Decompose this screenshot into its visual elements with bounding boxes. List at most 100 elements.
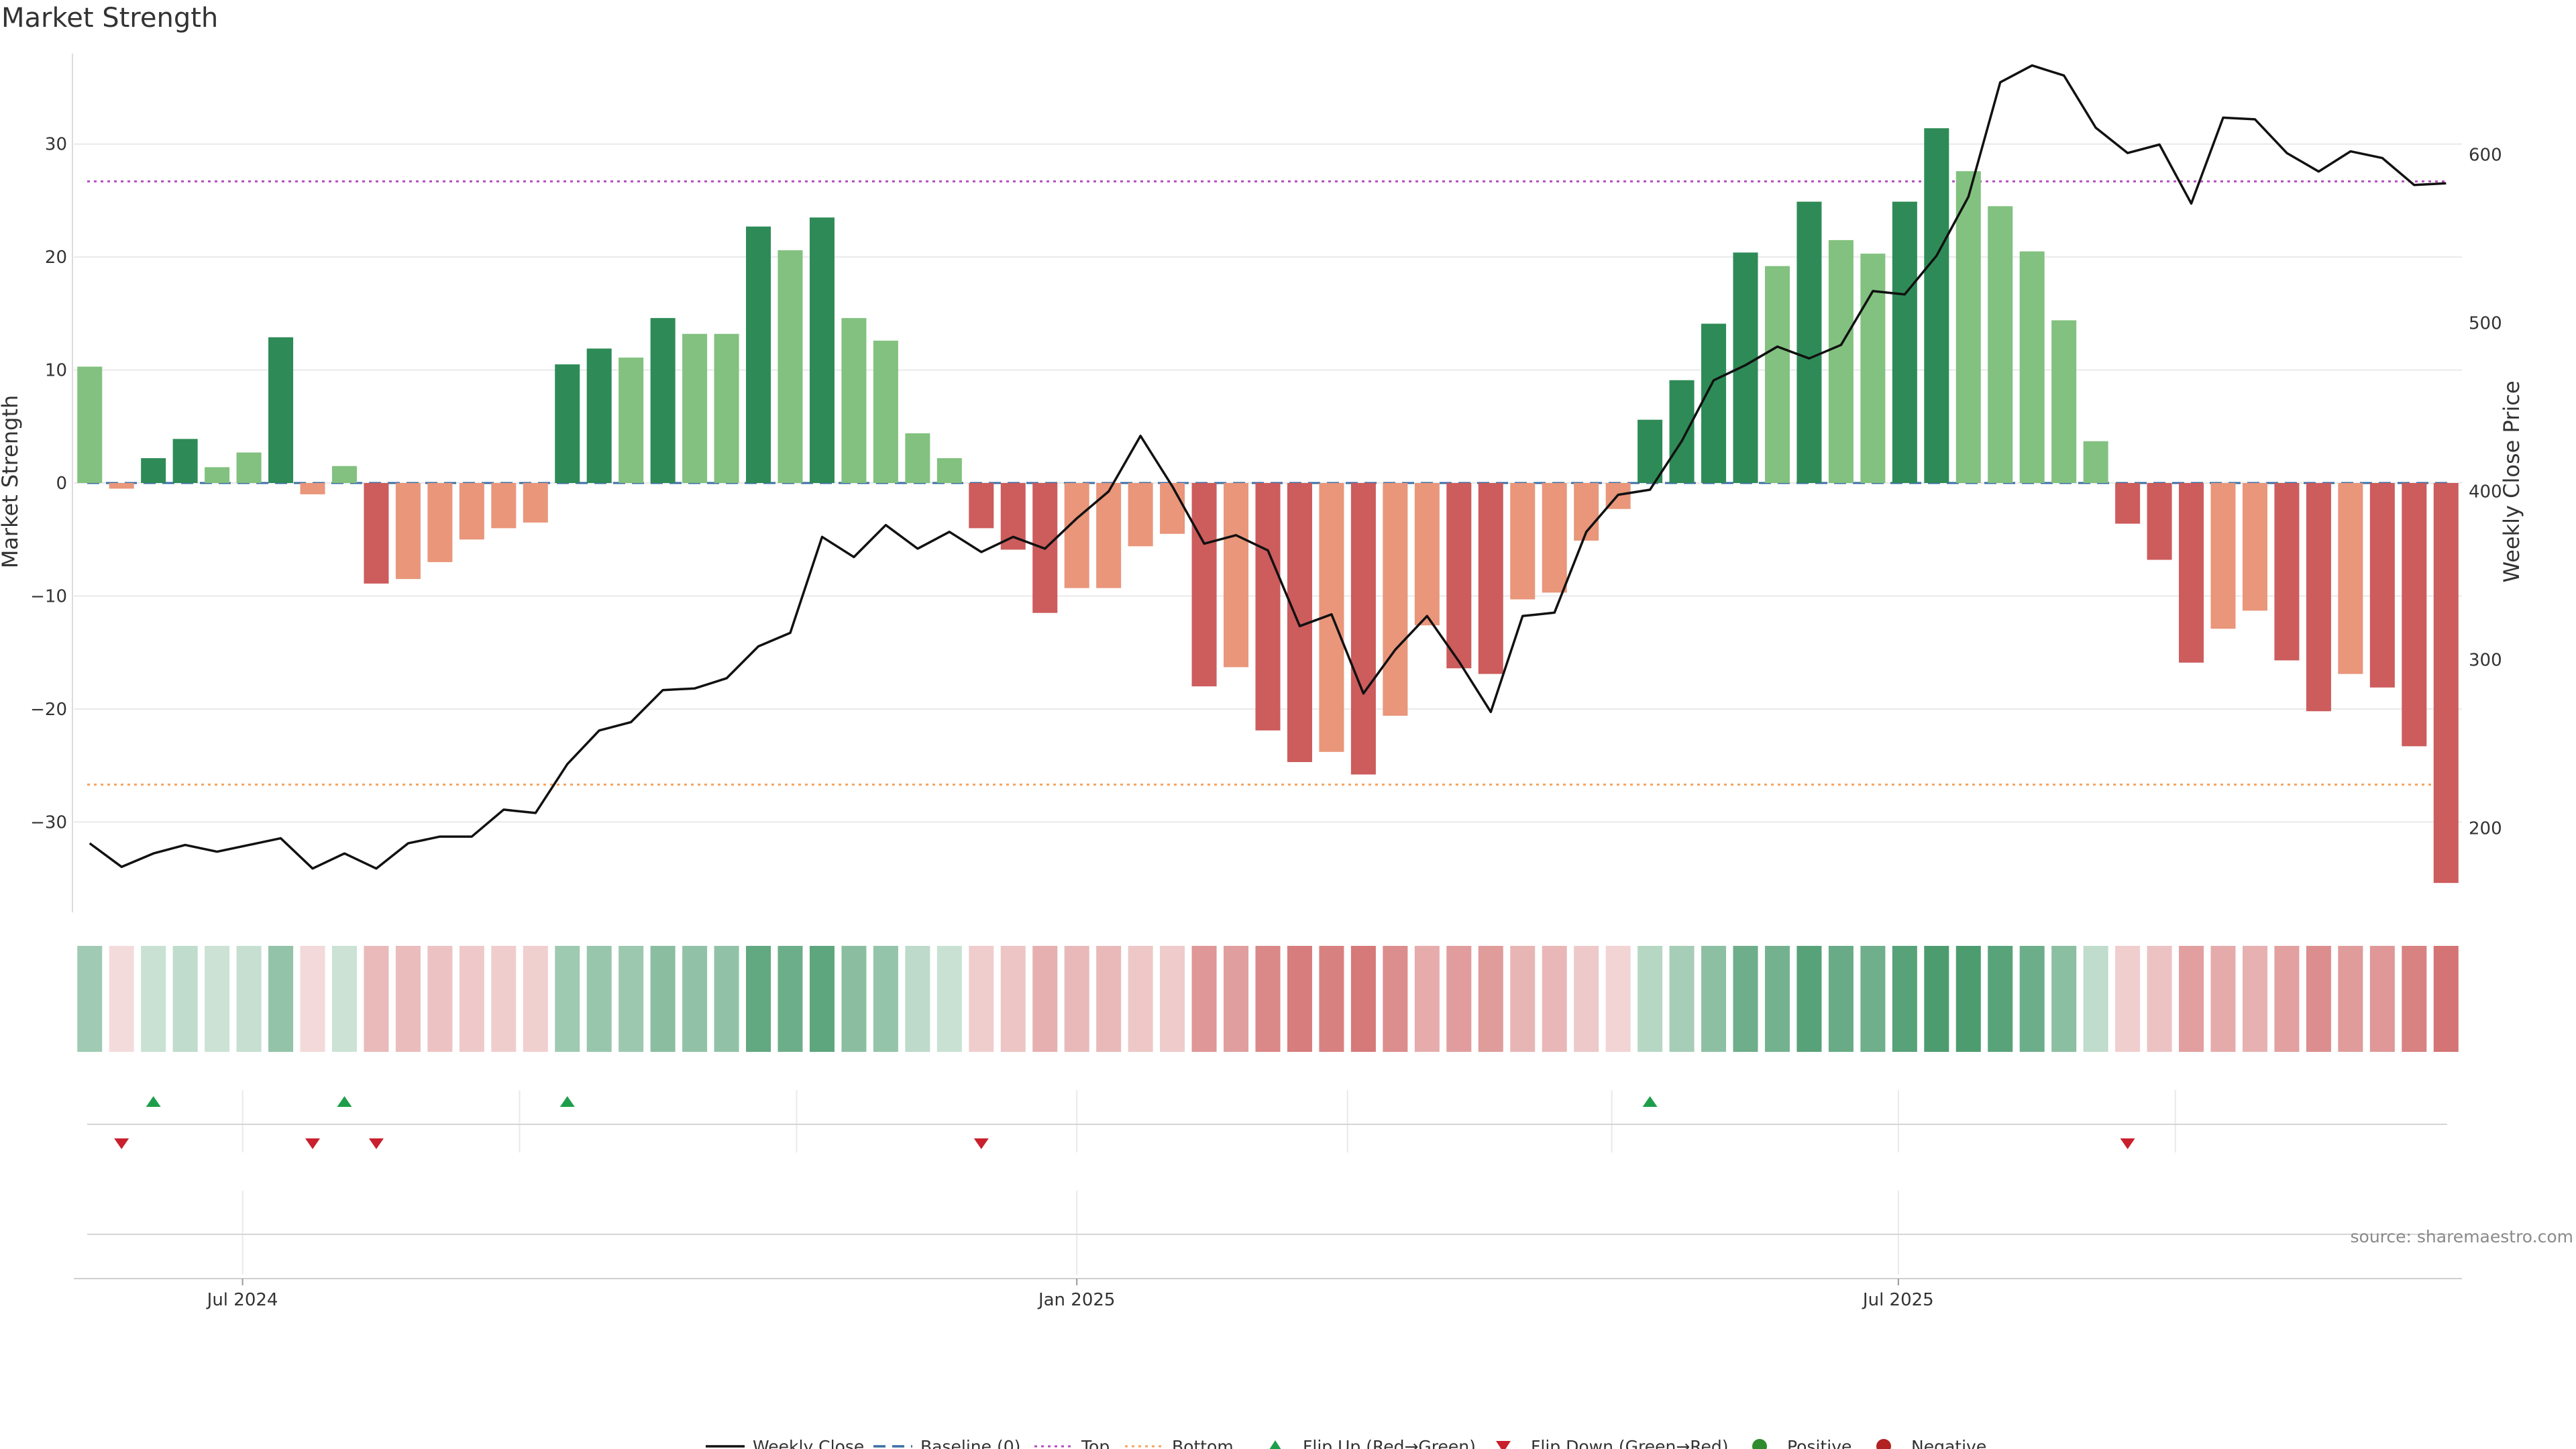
heat-strip-cell xyxy=(1224,946,1249,1052)
heat-strip-cell xyxy=(2274,946,2300,1052)
strength-bar xyxy=(1414,483,1440,626)
flip-down-marker xyxy=(114,1138,129,1149)
heat-strip-cell xyxy=(77,946,103,1052)
right-tick-label: 200 xyxy=(2469,819,2502,839)
strength-bar xyxy=(331,466,357,483)
strength-bar xyxy=(2083,441,2108,483)
heat-strip-cell xyxy=(1605,946,1631,1052)
heat-strip-cell xyxy=(1638,946,1663,1052)
strength-bar xyxy=(682,333,708,483)
heat-strip-cell xyxy=(268,946,294,1052)
strength-bar xyxy=(936,458,962,483)
heat-strip-cell xyxy=(1446,946,1472,1052)
strength-bar xyxy=(1638,419,1663,483)
heat-strip-cell xyxy=(1924,946,1949,1052)
strength-bar xyxy=(300,483,325,494)
strength-bar xyxy=(1224,483,1249,667)
strength-bar xyxy=(1988,206,2013,483)
flip-down-marker xyxy=(973,1138,989,1149)
strength-bar xyxy=(650,318,676,483)
strength-bar xyxy=(172,439,198,483)
heat-strip-cell xyxy=(364,946,389,1052)
left-tick-label: −30 xyxy=(30,812,67,833)
heat-strip-cell xyxy=(1542,946,1567,1052)
left-axis-title: Market Strength xyxy=(0,395,23,569)
price-line-layer xyxy=(89,64,2447,870)
strength-bar xyxy=(1542,483,1567,593)
strength-bar xyxy=(2051,320,2077,483)
legend-flip-down-icon xyxy=(1496,1441,1511,1449)
strength-bar xyxy=(1892,201,1917,483)
heat-strip-cell xyxy=(1669,946,1695,1052)
left-tick-label: −20 xyxy=(30,700,67,720)
strength-bar xyxy=(141,458,166,483)
right-tick-label: 600 xyxy=(2469,146,2502,166)
strength-bar xyxy=(1446,483,1472,669)
heat-strip-cell xyxy=(2306,946,2331,1052)
strength-bar xyxy=(1733,252,1758,483)
x-tick-label: Jul 2024 xyxy=(206,1290,278,1310)
strength-bar xyxy=(1924,128,1949,483)
heat-strip-cell xyxy=(141,946,166,1052)
heat-strip-cell xyxy=(809,946,835,1052)
heat-strip-cell xyxy=(1383,946,1408,1052)
heat-strip-cell xyxy=(746,946,771,1052)
heat-strip-cell xyxy=(395,946,421,1052)
heat-strip-cell xyxy=(1160,946,1185,1052)
strength-bar xyxy=(746,226,771,483)
flip-down-marker xyxy=(2120,1138,2135,1149)
flip-down-marker xyxy=(368,1138,384,1149)
flip-markers-panel xyxy=(87,1090,2447,1152)
heat-strip-cell xyxy=(1255,946,1281,1052)
heat-strip-cell xyxy=(2179,946,2204,1052)
heat-strip-cell xyxy=(650,946,676,1052)
strength-bar xyxy=(1701,323,1727,483)
legend-negative-icon xyxy=(1876,1439,1891,1449)
legend-label: Flip Down (Green→Red) xyxy=(1531,1437,1729,1449)
heat-strip-cell xyxy=(619,946,644,1052)
heat-strip-cell xyxy=(1096,946,1122,1052)
flip-up-marker xyxy=(1642,1096,1658,1107)
strength-bar xyxy=(459,483,484,540)
heat-strip-cell xyxy=(1828,946,1854,1052)
heat-strip-cell xyxy=(1414,946,1440,1052)
strength-bar xyxy=(1669,380,1695,483)
legend-label: Positive xyxy=(1787,1437,1851,1449)
heat-strip-cell xyxy=(2019,946,2045,1052)
legend: Weekly Close Baseline (0) Top Bottom Flip Up… xyxy=(706,1437,1986,1449)
strength-bar xyxy=(1764,266,1790,483)
heat-strip-cell xyxy=(331,946,357,1052)
strength-bar xyxy=(1796,201,1822,483)
left-tick-label: −10 xyxy=(30,586,67,606)
heat-strip-cell xyxy=(1128,946,1153,1052)
heat-strip-cell xyxy=(205,946,230,1052)
strength-bar xyxy=(2433,483,2459,883)
strength-bar xyxy=(2306,483,2331,712)
strength-bar xyxy=(427,483,453,562)
heat-strip-cell xyxy=(459,946,484,1052)
strength-bar xyxy=(395,483,421,580)
heat-strip-cell xyxy=(1032,946,1058,1052)
strength-bar xyxy=(969,483,994,529)
heat-strip-cell xyxy=(1796,946,1822,1052)
strength-bar xyxy=(1955,171,1981,483)
x-tick-label: Jan 2025 xyxy=(1037,1290,1116,1310)
strength-bar xyxy=(491,483,517,529)
strength-bar xyxy=(2179,483,2204,663)
strength-bar xyxy=(1828,239,1854,483)
heat-strip-cell xyxy=(841,946,867,1052)
flip-up-marker xyxy=(559,1096,575,1107)
strength-bar xyxy=(2369,483,2395,688)
right-tick-label: 300 xyxy=(2469,651,2502,671)
left-axis: 30 20 10 0 −10 −20 −30 xyxy=(30,135,67,833)
strength-bar xyxy=(2274,483,2300,661)
strength-bar xyxy=(1255,483,1281,731)
heat-strip-cell xyxy=(109,946,134,1052)
heat-strip-cell xyxy=(586,946,612,1052)
heat-strip-cell xyxy=(936,946,962,1052)
heat-strip-cell xyxy=(969,946,994,1052)
heat-strip-cell xyxy=(1319,946,1344,1052)
legend-positive-icon xyxy=(1752,1439,1767,1449)
left-tick-label: 30 xyxy=(45,135,67,155)
